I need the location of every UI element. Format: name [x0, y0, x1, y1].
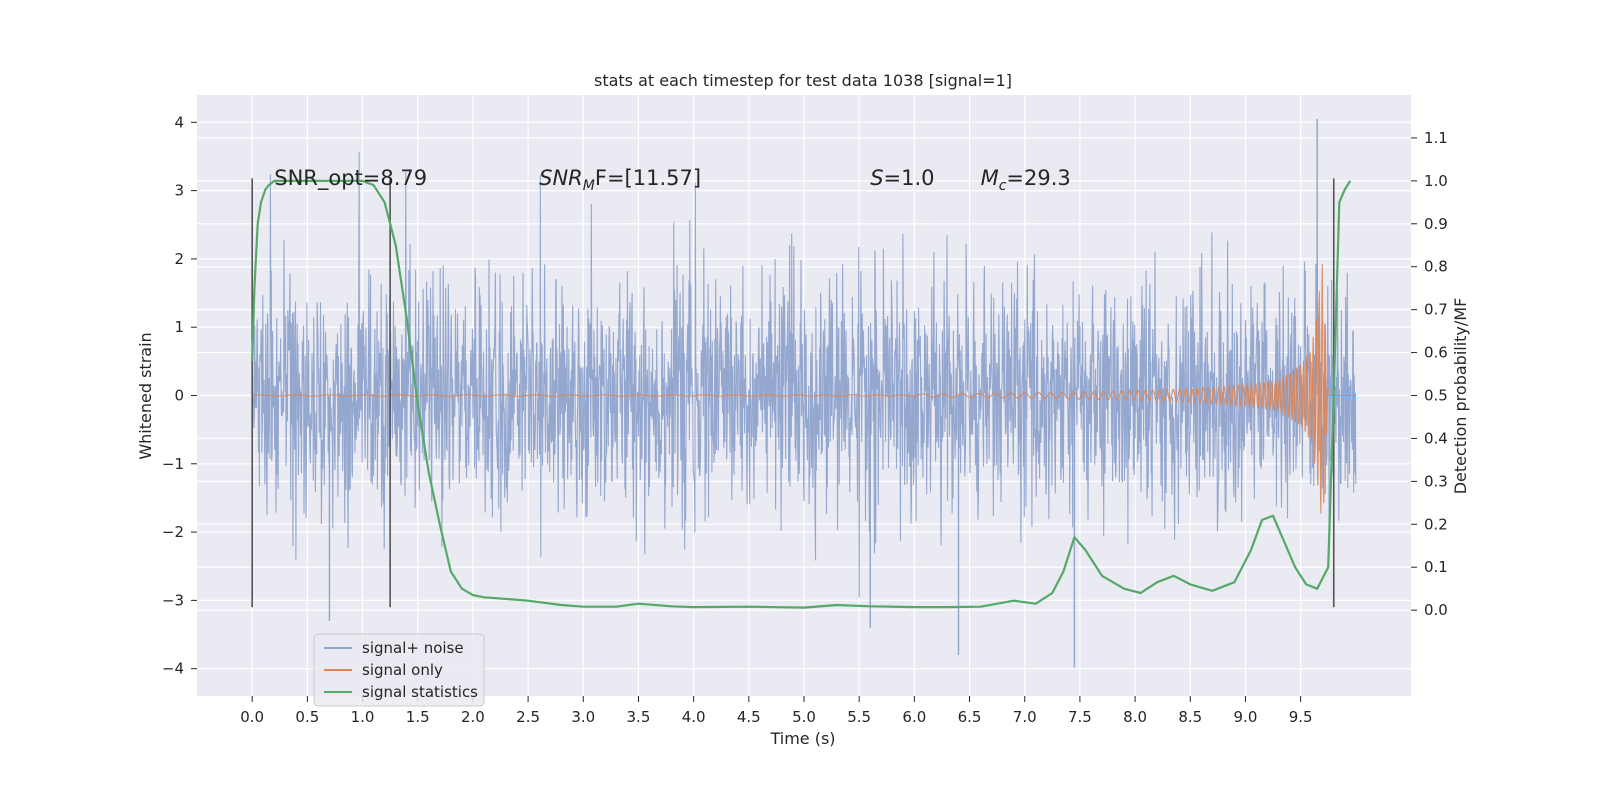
annotation-tail: F=[11.57] [595, 166, 701, 190]
legend-label: signal statistics [362, 683, 478, 701]
annotation-snr-opt: SNR_opt=8.79 [274, 166, 427, 191]
x-tick-label: 4.0 [682, 708, 706, 726]
annotation-snr-mf: SNRMF=[11.57] [539, 166, 701, 194]
x-tick-label: 2.5 [516, 708, 540, 726]
y-right-tick-label: 0.2 [1424, 515, 1448, 533]
y-right-tick-label: 1.1 [1424, 129, 1448, 147]
x-tick-label: 9.0 [1234, 708, 1258, 726]
y-left-tick-label: 3 [174, 182, 184, 200]
y-right-tick-label: 1.0 [1424, 172, 1448, 190]
x-tick-label: 6.0 [902, 708, 926, 726]
y-right-tick-label: 0.4 [1424, 429, 1448, 447]
annotation-tail: =1.0 [884, 166, 935, 190]
annotation-sub: c [999, 178, 1007, 194]
x-tick-label: 9.5 [1289, 708, 1313, 726]
x-tick-label: 3.5 [627, 708, 651, 726]
y-left-tick-label: 2 [174, 250, 184, 268]
annotation-main: SNR [539, 166, 583, 190]
y-right-tick-label: 0.8 [1424, 258, 1448, 276]
annotation-sub: M [583, 178, 595, 194]
legend-label: signal+ noise [362, 639, 464, 657]
x-tick-label: 6.5 [958, 708, 982, 726]
x-tick-label: 5.5 [847, 708, 871, 726]
x-tick-label: 8.5 [1178, 708, 1202, 726]
y-left-tick-label: −1 [162, 455, 184, 473]
x-tick-label: 2.0 [461, 708, 485, 726]
x-tick-label: 5.0 [792, 708, 816, 726]
x-tick-label: 7.5 [1068, 708, 1092, 726]
y-left-tick-label: −4 [162, 660, 184, 678]
y-right-tick-label: 0.9 [1424, 215, 1448, 233]
y-right-tick-label: 0.7 [1424, 301, 1448, 319]
legend: signal+ noise signal only signal statistic… [313, 633, 485, 707]
x-tick-label: 1.5 [406, 708, 430, 726]
annotation-tail: =29.3 [1006, 166, 1070, 190]
x-tick-label: 0.0 [240, 708, 264, 726]
series-signal-statistics [251, 179, 1352, 609]
x-axis: 0.0 0.5 1.0 1.5 2.0 2.5 3.0 3.5 4.0 4.5 5.0 5.5 6.0 6… [240, 696, 1313, 726]
legend-label: signal only [362, 661, 443, 679]
x-tick-label: 3.0 [571, 708, 595, 726]
annotation-main: S [870, 166, 883, 190]
legend-box [313, 633, 485, 707]
chart-title: stats at each timestep for test data 103… [594, 71, 1012, 90]
y-right-tick-label: 0.5 [1424, 387, 1448, 405]
x-tick-label: 0.5 [295, 708, 319, 726]
annotation-s: S=1.0 [870, 166, 934, 190]
y-right-tick-label: 0.0 [1424, 601, 1448, 619]
x-tick-label: 7.0 [1013, 708, 1037, 726]
y-axis-left: −4 −3 −2 −1 0 1 2 3 4 [162, 113, 197, 678]
y-right-tick-label: 0.6 [1424, 344, 1448, 362]
x-axis-title: Time (s) [769, 729, 835, 748]
y-axis-right-title: Detection probability/MF [1451, 298, 1470, 495]
y-axis-right: 0.0 0.1 0.2 0.3 0.4 0.5 0.6 0.7 0.8 0.9 1.0 1.1 [1411, 129, 1448, 619]
signal-plus-noise-line [251, 152, 1357, 598]
x-tick-label: 4.5 [737, 708, 761, 726]
y-left-tick-label: −2 [162, 523, 184, 541]
y-left-tick-label: −3 [162, 591, 184, 609]
y-left-tick-label: 0 [174, 387, 184, 405]
x-tick-label: 8.0 [1123, 708, 1147, 726]
series-signal-only [252, 264, 1356, 514]
y-axis-left-title: Whitened strain [136, 332, 155, 459]
annotation-main: M [981, 166, 999, 190]
y-left-tick-label: 1 [174, 318, 184, 336]
signal-statistics-line [251, 179, 1352, 609]
annotations: SNR_opt=8.79 SNRMF=[11.57] S=1.0 Mc=29.3 [274, 166, 1071, 194]
annotation-mc: Mc=29.3 [981, 166, 1071, 194]
y-right-tick-label: 0.3 [1424, 472, 1448, 490]
signal-only-line [252, 264, 1356, 514]
x-tick-label: 1.0 [351, 708, 375, 726]
y-right-tick-label: 0.1 [1424, 558, 1448, 576]
y-left-tick-label: 4 [174, 113, 184, 131]
